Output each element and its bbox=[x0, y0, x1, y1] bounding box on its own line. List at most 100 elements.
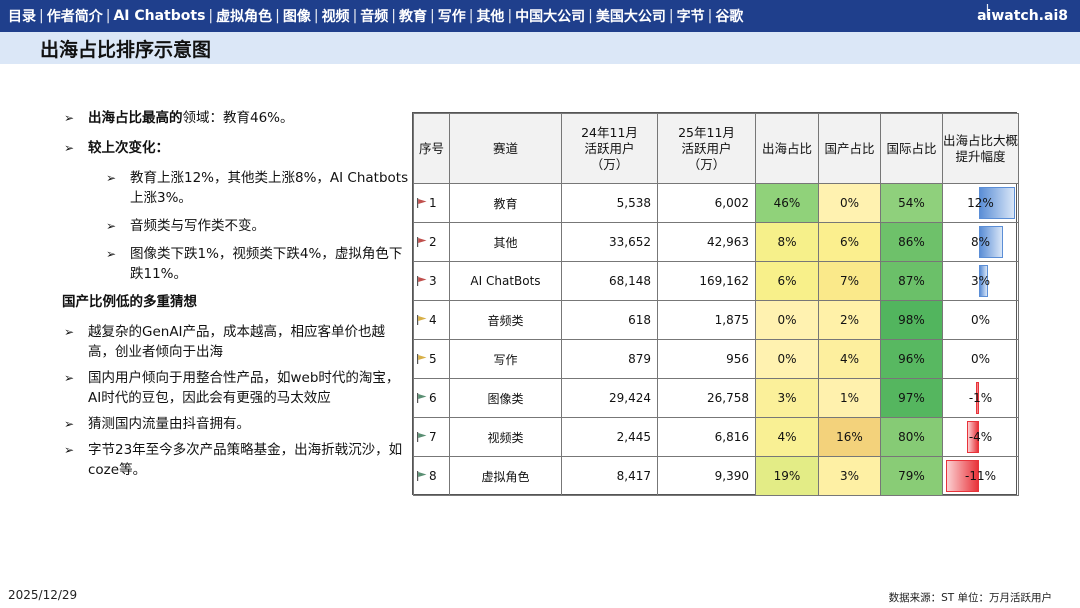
rank-cell: 6 bbox=[413, 378, 450, 418]
users-25: 169,162 bbox=[657, 261, 756, 301]
track-name: 写作 bbox=[449, 339, 562, 379]
guess-2: 国内用户倾向于用整合性产品，如web时代的淘宝，AI时代的豆包，因此会有更强的马… bbox=[62, 368, 412, 408]
positive-change-bar bbox=[979, 187, 1015, 219]
overseas-share: 0% bbox=[755, 300, 819, 340]
negative-change-bar bbox=[967, 421, 979, 453]
left-commentary: 出海占比最高的领域：教育46%。 较上次变化： 教育上涨12%，其他类上涨8%，… bbox=[62, 108, 412, 486]
sub-bullet-flat: 音频类与写作类不变。 bbox=[104, 216, 412, 236]
nav-separator: | bbox=[313, 8, 319, 24]
rank-cell: 1 bbox=[413, 183, 450, 223]
footer-source: 数据来源：ST 单位：万月活跃用户 bbox=[888, 592, 1052, 604]
rank-cell: 4 bbox=[413, 300, 450, 340]
nav-separator: | bbox=[208, 8, 214, 24]
nav-item[interactable]: 音频 bbox=[360, 9, 389, 25]
nav-separator: | bbox=[588, 8, 593, 24]
rank-cell: 8 bbox=[413, 456, 450, 496]
users-25: 6,002 bbox=[657, 183, 756, 223]
overseas-share: 46% bbox=[755, 183, 819, 223]
users-25: 6,816 bbox=[657, 417, 756, 457]
bullet-top-share-rest: 领域：教育46%。 bbox=[182, 110, 294, 126]
section-heading: 国产比例低的多重猜想 bbox=[62, 294, 197, 310]
domestic-share: 0% bbox=[818, 183, 881, 223]
track-name: AI ChatBots bbox=[449, 261, 562, 301]
nav-menu: 目录 | 作者简介 | AI Chatbots | 虚拟角色 | 图像 | 视频 | 音频 | 教育 | 写作 |… bbox=[8, 0, 743, 32]
change-label: 3% bbox=[970, 274, 991, 288]
brand-name[interactable]: aiwatch.ai bbox=[977, 8, 1059, 24]
flag-icon bbox=[417, 353, 427, 364]
international-share: 80% bbox=[880, 417, 943, 457]
track-name: 视频类 bbox=[449, 417, 562, 457]
bullet-top-share-bold: 出海占比最高的 bbox=[88, 110, 183, 126]
nav-item[interactable]: 教育 bbox=[399, 9, 427, 25]
negative-change-bar bbox=[976, 382, 979, 414]
users-25: 42,963 bbox=[657, 222, 756, 262]
domestic-share: 1% bbox=[818, 378, 881, 418]
nav-item[interactable]: 字节 bbox=[676, 9, 705, 25]
change-cell: 12% bbox=[942, 183, 1019, 223]
change-cell: -11% bbox=[942, 456, 1019, 496]
change-label: -1% bbox=[968, 391, 993, 405]
flag-icon bbox=[417, 431, 427, 442]
table-header-row: 序号 赛道 24年11月 活跃用户 （万） 25年11月 活跃用户 （万） 出海占比 国产… bbox=[413, 113, 1019, 184]
flag-icon bbox=[417, 392, 427, 403]
domestic-share: 3% bbox=[818, 456, 881, 496]
international-share: 96% bbox=[880, 339, 943, 379]
change-label: -11% bbox=[964, 469, 996, 483]
table-row: 3 AI ChatBots 68,148 169,162 6% 7% 87% 3% bbox=[413, 261, 1019, 301]
guess-3: 猜测国内流量由抖音拥有。 bbox=[62, 414, 412, 434]
users-24: 8,417 bbox=[561, 456, 658, 496]
table-row: 8 虚拟角色 8,417 9,390 19% 3% 79% -11% bbox=[413, 456, 1019, 496]
nav-separator: | bbox=[430, 8, 435, 24]
track-name: 音频类 bbox=[449, 300, 562, 340]
nav-item[interactable]: 作者简介 bbox=[46, 9, 103, 25]
nav-separator: | bbox=[391, 8, 396, 24]
table-header-cell: 25年11月 活跃用户 （万） bbox=[657, 113, 756, 184]
table-row: 4 音频类 618 1,875 0% 2% 98% 0% bbox=[413, 300, 1019, 340]
brand-divider: | bbox=[985, 3, 990, 19]
nav-separator: | bbox=[468, 8, 474, 24]
domestic-share: 7% bbox=[818, 261, 881, 301]
nav-item[interactable]: 视频 bbox=[321, 9, 350, 25]
users-24: 618 bbox=[561, 300, 658, 340]
change-cell: -1% bbox=[942, 378, 1019, 418]
international-share: 97% bbox=[880, 378, 943, 418]
positive-change-bar bbox=[979, 265, 988, 297]
track-name: 图像类 bbox=[449, 378, 562, 418]
negative-change-bar bbox=[946, 460, 979, 492]
nav-item[interactable]: AI Chatbots bbox=[113, 8, 206, 24]
nav-separator: | bbox=[275, 8, 280, 24]
flag-icon bbox=[417, 236, 427, 247]
change-label: 8% bbox=[970, 235, 991, 249]
guess-1: 越复杂的GenAI产品，成本越高，相应客单价也越高，创业者倾向于出海 bbox=[62, 322, 412, 362]
nav-item[interactable]: 图像 bbox=[282, 9, 311, 25]
nav-item[interactable]: 中国大公司 bbox=[515, 9, 586, 25]
rank-cell: 3 bbox=[413, 261, 450, 301]
table-row: 5 写作 879 956 0% 4% 96% 0% bbox=[413, 339, 1019, 379]
table-row: 7 视频类 2,445 6,816 4% 16% 80% -4% bbox=[413, 417, 1019, 457]
guess-4: 字节23年至今多次产品策略基金，出海折戟沉沙，如coze等。 bbox=[62, 440, 412, 480]
domestic-share: 6% bbox=[818, 222, 881, 262]
nav-item[interactable]: 谷歌 bbox=[715, 9, 744, 25]
flag-icon bbox=[417, 314, 427, 325]
table-header-cell: 出海占比大概提升幅度 bbox=[942, 113, 1019, 184]
nav-item[interactable]: 写作 bbox=[437, 9, 466, 25]
change-label: -4% bbox=[968, 430, 993, 444]
domestic-share: 16% bbox=[818, 417, 881, 457]
users-24: 5,538 bbox=[561, 183, 658, 223]
track-name: 虚拟角色 bbox=[449, 456, 562, 496]
nav-item[interactable]: 目录 bbox=[8, 9, 36, 25]
overseas-share: 3% bbox=[755, 378, 819, 418]
flag-icon bbox=[417, 197, 427, 208]
footer-date: 2025/12/29 bbox=[8, 588, 78, 602]
sub-bullet-rise: 教育上涨12%，其他类上涨8%，AI Chatbots上涨3%。 bbox=[104, 168, 412, 208]
table-header-cell: 出海占比 bbox=[755, 113, 819, 184]
table-header-cell: 赛道 bbox=[449, 113, 562, 184]
nav-item[interactable]: 美国大公司 bbox=[595, 9, 666, 25]
nav-item[interactable]: 其他 bbox=[476, 9, 505, 25]
share-table-grid: 序号 赛道 24年11月 活跃用户 （万） 25年11月 活跃用户 （万） 出海占比 国产… bbox=[413, 113, 1019, 496]
table-row: 6 图像类 29,424 26,758 3% 1% 97% -1% bbox=[413, 378, 1019, 418]
nav-item[interactable]: 虚拟角色 bbox=[216, 9, 273, 25]
international-share: 54% bbox=[880, 183, 943, 223]
users-24: 68,148 bbox=[561, 261, 658, 301]
rank-cell: 2 bbox=[413, 222, 450, 262]
